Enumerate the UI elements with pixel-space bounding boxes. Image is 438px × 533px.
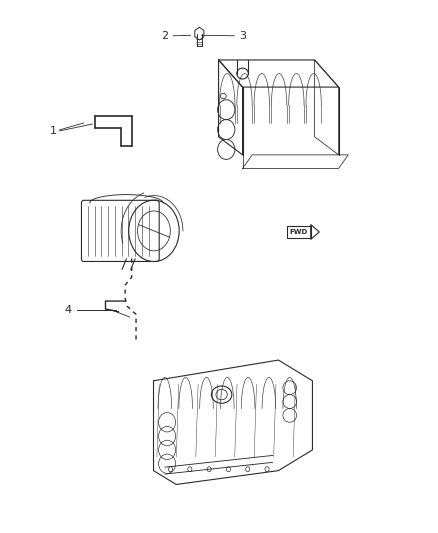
Text: 4: 4	[65, 305, 72, 315]
Text: 3: 3	[240, 31, 247, 41]
Text: FWD: FWD	[290, 229, 308, 235]
Text: 2: 2	[161, 31, 168, 41]
Text: 1: 1	[49, 126, 57, 136]
